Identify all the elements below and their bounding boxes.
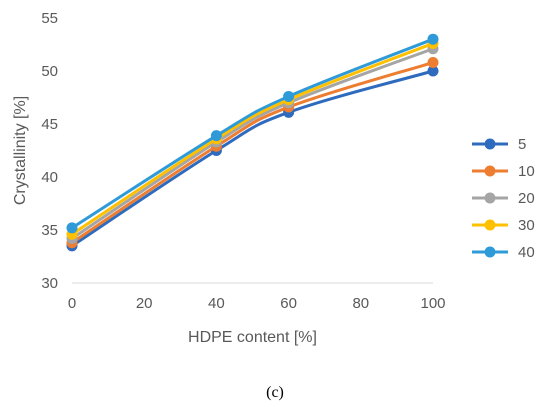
legend-marker bbox=[484, 246, 496, 258]
x-axis-title: HDPE content [%] bbox=[188, 329, 317, 346]
legend-item: 20 bbox=[472, 190, 535, 207]
series-line bbox=[70, 41, 435, 236]
x-tick-label: 80 bbox=[352, 295, 369, 312]
legend-marker bbox=[484, 219, 496, 231]
y-tick-label: 55 bbox=[41, 10, 58, 27]
y-tick-label: 30 bbox=[41, 275, 58, 292]
legend-marker bbox=[484, 138, 496, 150]
legend-label: 10 bbox=[518, 163, 535, 180]
series-group bbox=[66, 33, 439, 252]
legend-item: 40 bbox=[472, 244, 535, 261]
y-tick-label: 45 bbox=[41, 116, 58, 133]
x-tick-label: 20 bbox=[136, 295, 153, 312]
legend-item: 30 bbox=[472, 217, 535, 234]
x-tick-label: 40 bbox=[208, 295, 225, 312]
x-tick-label: 60 bbox=[280, 295, 297, 312]
legend-item: 10 bbox=[472, 163, 535, 180]
legend-label: 20 bbox=[518, 190, 535, 207]
series-line bbox=[70, 69, 435, 248]
x-tick-label: 100 bbox=[420, 295, 445, 312]
y-tick-label: 50 bbox=[41, 63, 58, 80]
y-axis-title: Crystallinity [%] bbox=[12, 96, 29, 205]
y-tick-label: 40 bbox=[41, 169, 58, 186]
series-line bbox=[70, 47, 435, 240]
figure-caption: (c) bbox=[266, 384, 284, 401]
legend: 5 10 20 30 40 bbox=[472, 136, 535, 261]
series-40 bbox=[66, 33, 439, 234]
legend-label: 5 bbox=[518, 136, 526, 153]
legend-marker bbox=[484, 165, 496, 177]
x-tick-labels: 0 20 40 60 80 100 bbox=[68, 295, 446, 312]
series-line bbox=[70, 61, 435, 245]
legend-label: 40 bbox=[518, 244, 535, 261]
legend-item: 5 bbox=[472, 136, 526, 153]
data-point bbox=[210, 130, 222, 142]
data-point bbox=[427, 33, 439, 45]
data-point bbox=[427, 65, 439, 77]
legend-marker bbox=[484, 192, 496, 204]
data-point bbox=[66, 222, 78, 234]
series-line bbox=[70, 37, 435, 230]
data-point bbox=[427, 57, 439, 69]
legend-label: 30 bbox=[518, 217, 535, 234]
x-tick-label: 0 bbox=[68, 295, 76, 312]
series-5 bbox=[66, 65, 439, 252]
data-point bbox=[283, 90, 295, 102]
y-tick-labels: 30 35 40 45 50 55 bbox=[41, 10, 58, 292]
y-tick-label: 35 bbox=[41, 222, 58, 239]
